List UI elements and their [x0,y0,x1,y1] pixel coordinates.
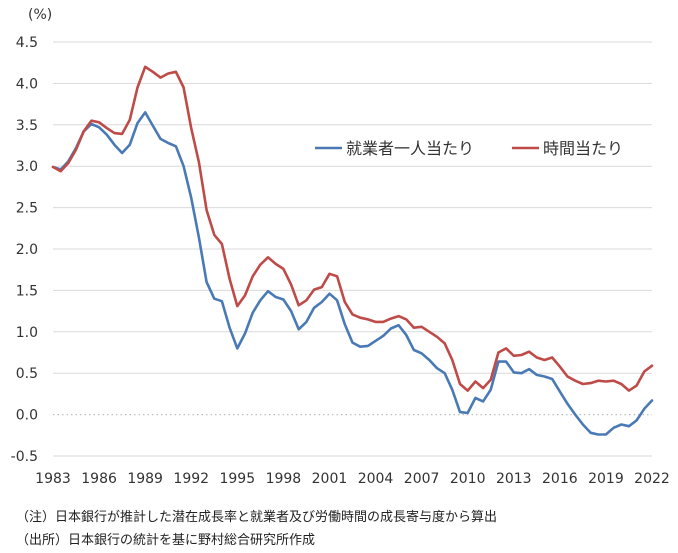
x-tick-labels: 1983 1986 1989 1992 1995 1998 2001 2004 2007 2010… [35,471,670,487]
x-tick-label: 2001 [312,471,348,487]
x-tick-label: 2004 [358,471,394,487]
gridlines [53,41,652,457]
x-tick-label: 1989 [127,471,163,487]
x-tick-label: 1998 [266,471,302,487]
x-tick-label: 2010 [450,471,486,487]
footnote-source: （出所）日本銀行の統計を基に野村総合研究所作成 [16,533,316,548]
line-chart: (%) -0.5 0.0 0.5 1.0 1.5 2.0 2.5 3.0 3.5 4.0 4.5 1… [11,7,670,487]
y-tick-label: 0.5 [16,366,38,382]
y-tick-label: 2.5 [16,201,38,217]
x-tick-label: 1995 [219,471,255,487]
x-tick-label: 2016 [542,471,578,487]
x-tick-label: 2007 [404,471,440,487]
x-tick-label: 1986 [81,471,117,487]
x-tick-label: 2019 [588,471,624,487]
series-line [51,65,654,392]
y-tick-labels: -0.5 0.0 0.5 1.0 1.5 2.0 2.5 3.0 3.5 4.0 4.5 [11,35,38,465]
x-tick-label: 2013 [496,471,532,487]
x-tick-label: 1992 [173,471,209,487]
y-tick-label: 3.5 [16,118,38,134]
y-tick-label: 4.0 [16,76,38,92]
series-line [51,111,654,436]
y-tick-label: 3.0 [16,159,38,175]
y-tick-label: 1.5 [16,283,38,299]
legend: 就業者一人当たり 時間当たり [315,139,623,158]
y-tick-label: 2.0 [16,242,38,258]
x-tick-label: 2022 [634,471,670,487]
y-tick-label: -0.5 [11,449,38,465]
y-unit-label: (%) [28,7,52,23]
y-tick-label: 1.0 [16,325,38,341]
legend-label: 時間当たり [543,139,623,158]
legend-label: 就業者一人当たり [346,139,474,158]
series-lines [51,65,654,436]
x-tick-label: 1983 [35,471,71,487]
y-tick-label: 0.0 [16,408,38,424]
footnote-method: （注）日本銀行が推計した潜在成長率と就業者及び労働時間の成長寄与度から算出 [16,510,498,525]
y-tick-label: 4.5 [16,35,38,51]
